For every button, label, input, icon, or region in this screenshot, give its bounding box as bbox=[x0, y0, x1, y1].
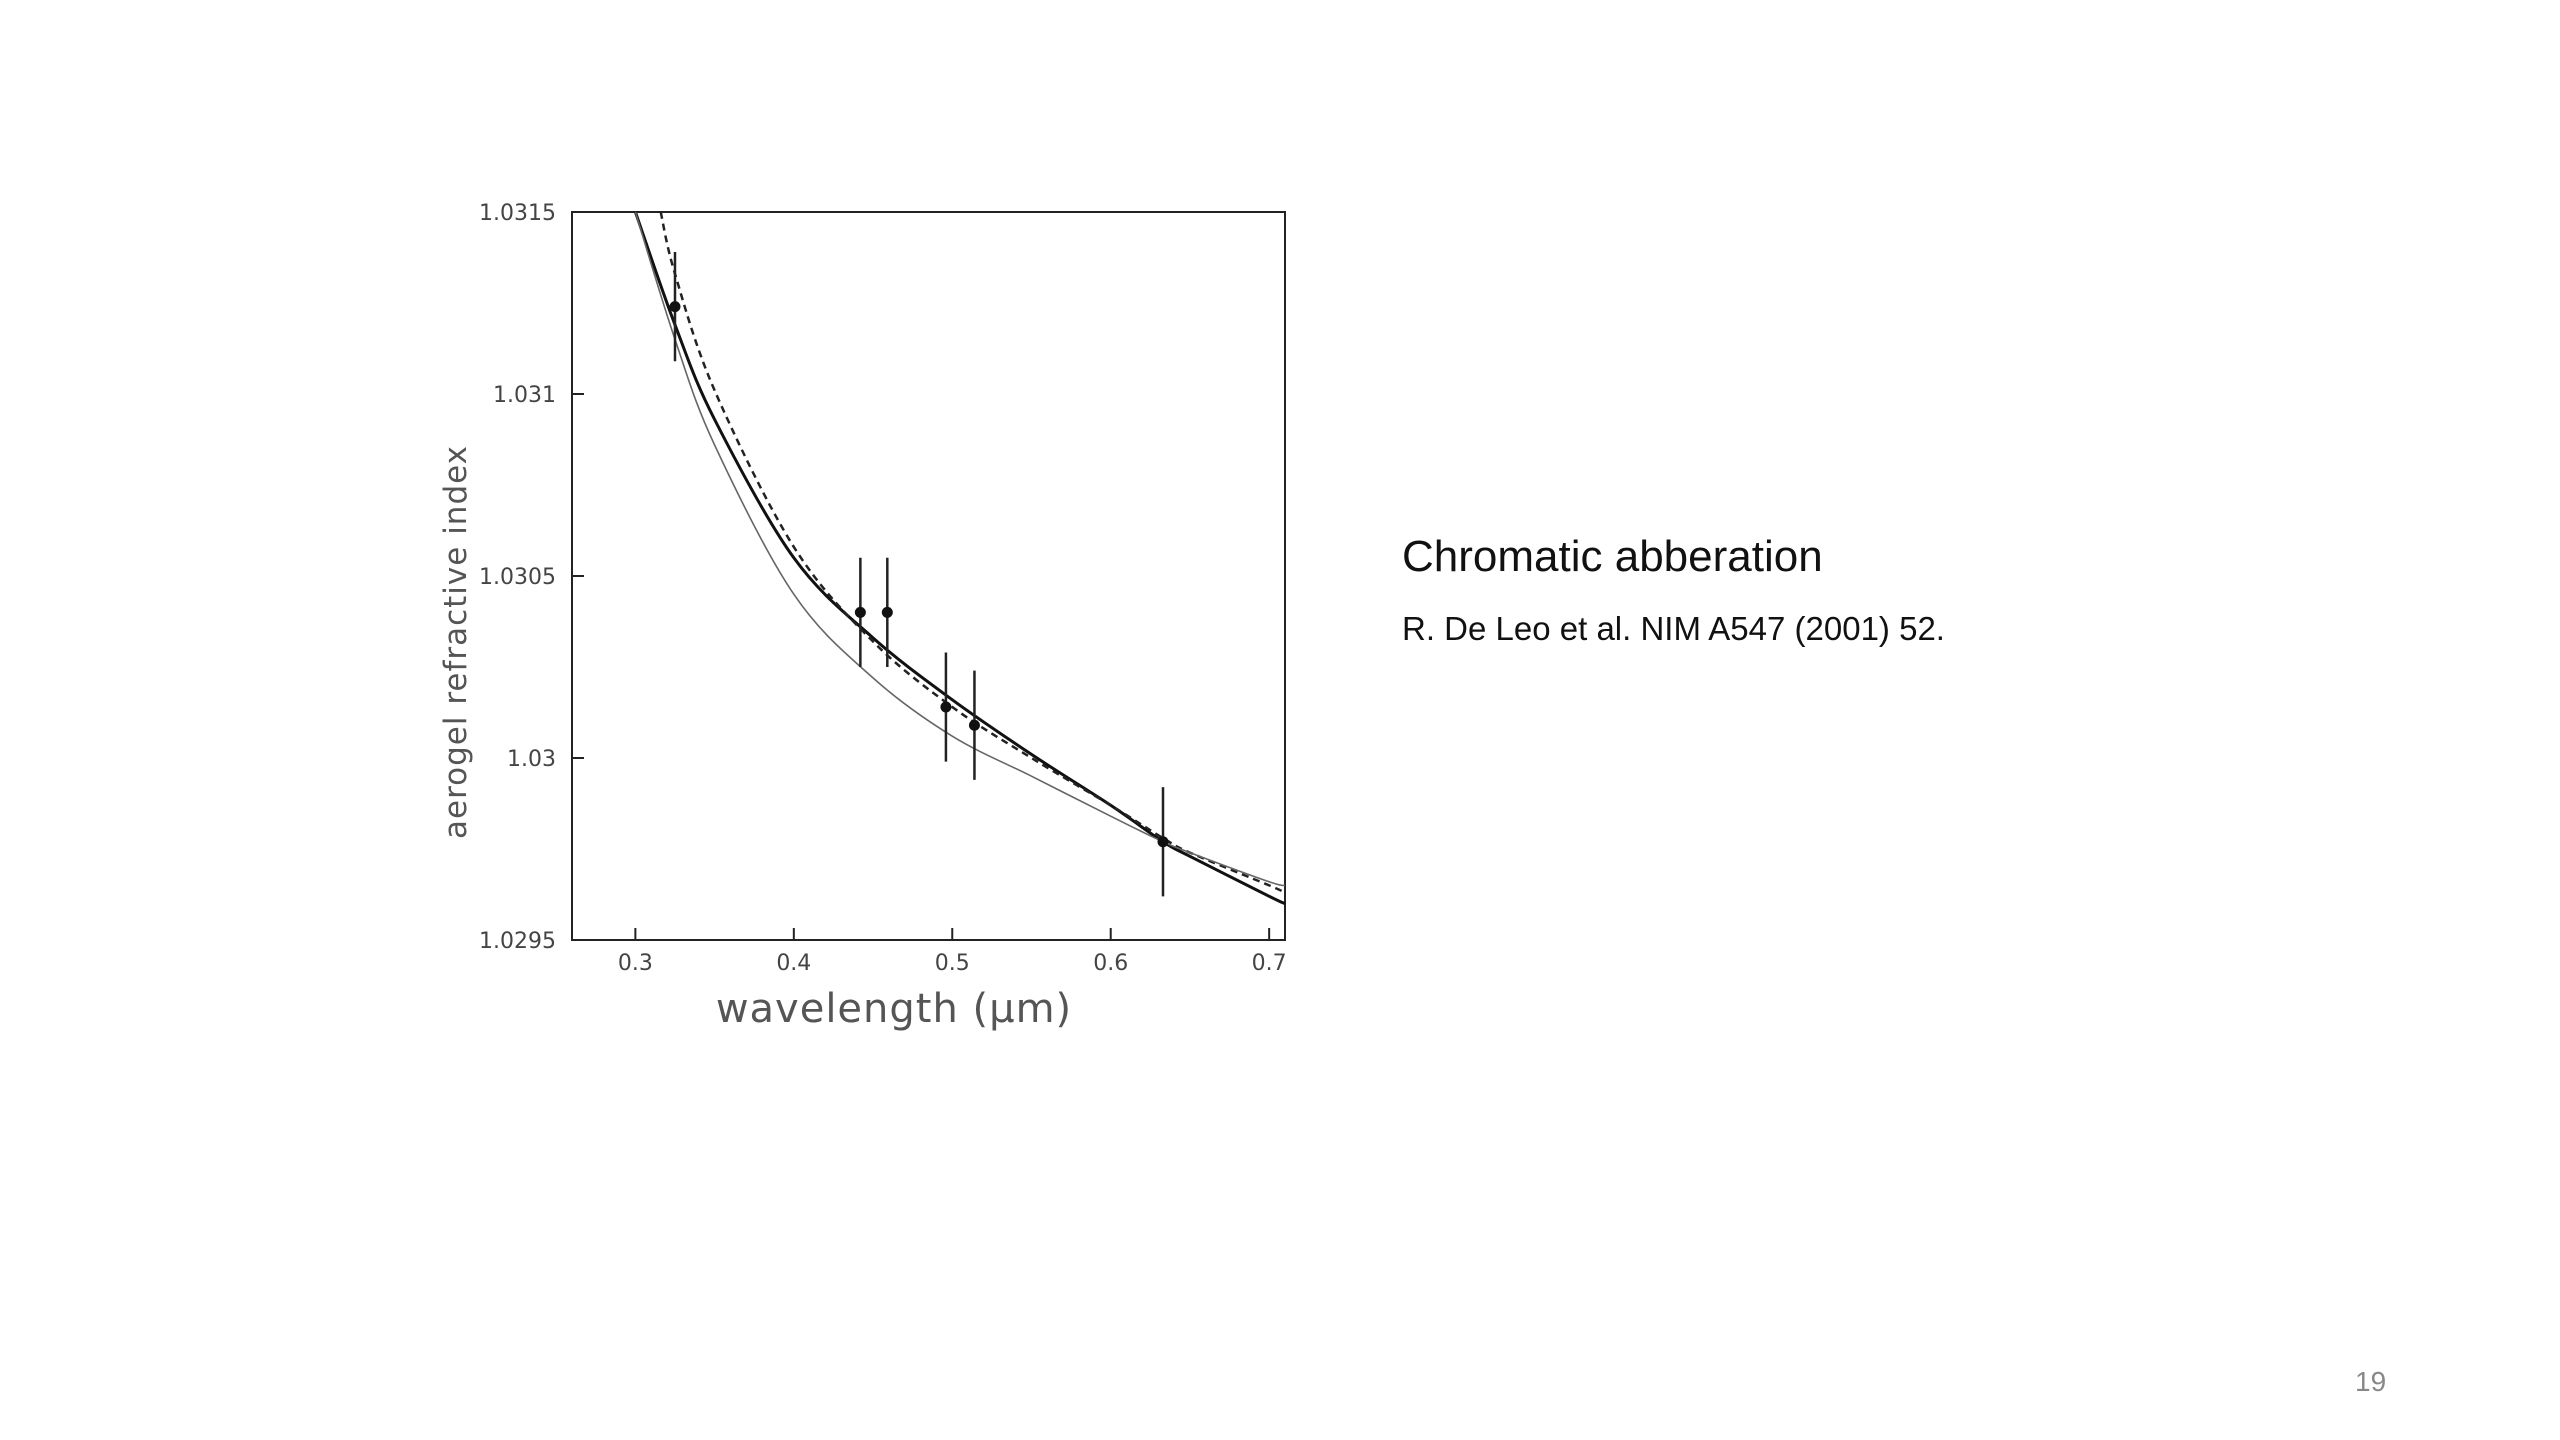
data-point bbox=[968, 719, 980, 731]
y-tick-label: 1.03 bbox=[507, 747, 556, 772]
x-tick-label: 0.7 bbox=[1252, 951, 1287, 976]
refractive-index-chart: 0.3 0.4 0.5 0.6 0.7 1.0295 1.03 1.0305 1.031 1.03… bbox=[438, 201, 1287, 1032]
x-tick-label: 0.6 bbox=[1093, 951, 1128, 976]
x-axis-label: wavelength (μm) bbox=[716, 986, 1072, 1032]
x-tick-label: 0.5 bbox=[935, 951, 970, 976]
data-point bbox=[669, 301, 681, 313]
slide-title: Chromatic abberation bbox=[1402, 532, 1823, 581]
data-point bbox=[1157, 836, 1169, 848]
y-tick-label: 1.0295 bbox=[479, 929, 556, 954]
slide-citation: R. De Leo et al. NIM A547 (2001) 52. bbox=[1402, 610, 1945, 647]
data-point bbox=[881, 606, 893, 618]
y-tick-label: 1.031 bbox=[493, 383, 556, 408]
y-tick-label: 1.0305 bbox=[479, 565, 556, 590]
x-tick-label: 0.3 bbox=[618, 951, 653, 976]
y-axis-label: aerogel refractive index bbox=[438, 445, 474, 839]
data-point bbox=[940, 701, 952, 713]
fit-curve-dashed bbox=[659, 211, 1286, 894]
fit-curve-solid bbox=[633, 211, 1286, 905]
data-point bbox=[854, 606, 866, 618]
plot-frame bbox=[571, 211, 1286, 941]
page-number: 19 bbox=[2355, 1366, 2387, 1397]
y-tick-label: 1.0315 bbox=[479, 201, 556, 226]
x-tick-label: 0.4 bbox=[776, 951, 811, 976]
fit-curve-thin bbox=[634, 211, 1286, 887]
